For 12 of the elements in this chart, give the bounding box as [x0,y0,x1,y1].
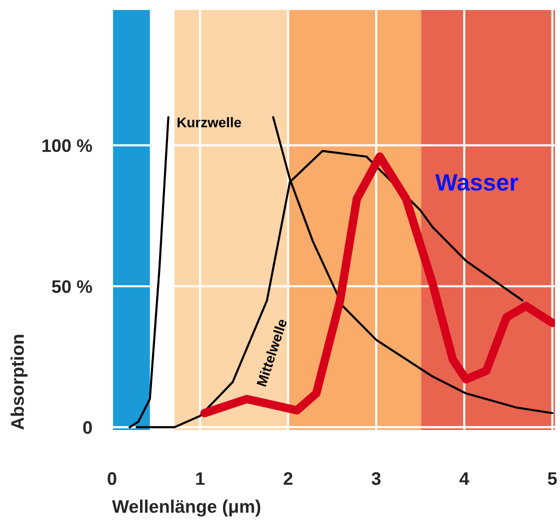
x-tick-label: 2 [284,472,292,485]
y-tick-label: 0 [83,421,92,434]
y-tick-label: 100 % [42,139,92,152]
x-tick-label: 1 [196,472,205,485]
x-axis-title: Wellenlänge (μm) [112,500,260,517]
x-tick-label: 3 [372,472,381,485]
x-tick-label: 0 [108,472,116,485]
x-tick-label: 4 [460,472,470,485]
y-tick-label: 50 % [52,280,92,293]
x-tick-label: 5 [548,472,557,485]
series-label: Kurzwelle [178,117,242,128]
y-axis-title: Absorption [10,334,28,430]
